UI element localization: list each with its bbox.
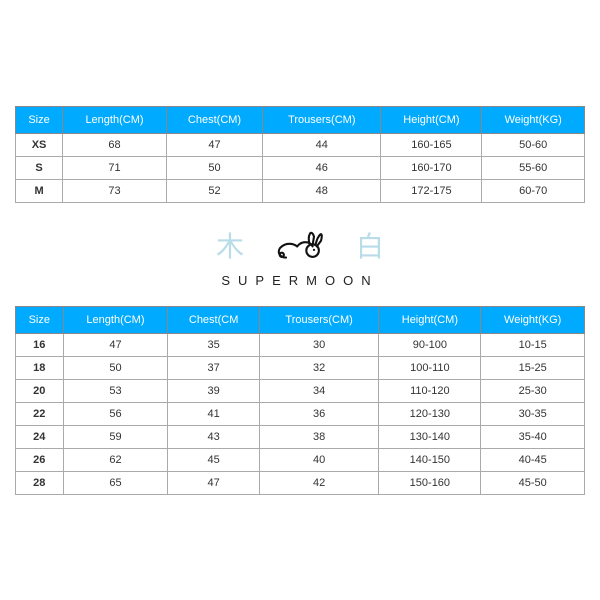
table-cell: XS bbox=[16, 133, 63, 156]
col-size: Size bbox=[16, 306, 64, 333]
table-cell: 46 bbox=[263, 156, 381, 179]
table-cell: 50 bbox=[166, 156, 262, 179]
table-cell: 45-50 bbox=[481, 471, 585, 494]
table-cell: 38 bbox=[259, 425, 379, 448]
table-cell: 73 bbox=[63, 179, 167, 202]
table-cell: 140-150 bbox=[379, 448, 481, 471]
table-cell: 26 bbox=[16, 448, 64, 471]
table-cell: 130-140 bbox=[379, 425, 481, 448]
table-cell: 60-70 bbox=[482, 179, 585, 202]
table-row: XS684744160-16550-60 bbox=[16, 133, 585, 156]
col-trousers: Trousers(CM) bbox=[263, 106, 381, 133]
table-cell: 47 bbox=[63, 333, 168, 356]
table-cell: 48 bbox=[263, 179, 381, 202]
table-cell: 68 bbox=[63, 133, 167, 156]
brand-chars: 木 白 bbox=[216, 225, 384, 265]
table-cell: 40-45 bbox=[481, 448, 585, 471]
table-cell: 22 bbox=[16, 402, 64, 425]
table-cell: 34 bbox=[259, 379, 379, 402]
table-cell: 20 bbox=[16, 379, 64, 402]
table-cell: 50 bbox=[63, 356, 168, 379]
table-cell: 36 bbox=[259, 402, 379, 425]
adult-size-table: Size Length(CM) Chest(CM) Trousers(CM) H… bbox=[15, 106, 585, 203]
table-cell: 55-60 bbox=[482, 156, 585, 179]
table-cell: 53 bbox=[63, 379, 168, 402]
table-cell: 39 bbox=[168, 379, 259, 402]
table-cell: 47 bbox=[168, 471, 259, 494]
table-row: S715046160-17055-60 bbox=[16, 156, 585, 179]
table-cell: 30-35 bbox=[481, 402, 585, 425]
table-cell: 43 bbox=[168, 425, 259, 448]
brand-name: SUPERMOON bbox=[221, 273, 378, 288]
table-cell: 71 bbox=[63, 156, 167, 179]
table-cell: 42 bbox=[259, 471, 379, 494]
table-cell: 16 bbox=[16, 333, 64, 356]
table-row: 28654742150-16045-50 bbox=[16, 471, 585, 494]
kids-size-tbody: 1647353090-10010-1518503732100-11015-252… bbox=[16, 333, 585, 494]
table-cell: 52 bbox=[166, 179, 262, 202]
table-cell: 15-25 bbox=[481, 356, 585, 379]
kids-size-table: Size Length(CM) Chest(CM Trousers(CM) He… bbox=[15, 306, 585, 495]
rabbit-icon bbox=[272, 225, 328, 265]
table-cell: 56 bbox=[63, 402, 168, 425]
table-cell: 32 bbox=[259, 356, 379, 379]
col-chest: Chest(CM) bbox=[166, 106, 262, 133]
table-cell: 41 bbox=[168, 402, 259, 425]
col-length: Length(CM) bbox=[63, 306, 168, 333]
table-cell: 18 bbox=[16, 356, 64, 379]
col-chest: Chest(CM bbox=[168, 306, 259, 333]
brand-right-char: 白 bbox=[356, 225, 384, 265]
table-cell: 62 bbox=[63, 448, 168, 471]
table-cell: 28 bbox=[16, 471, 64, 494]
col-height: Height(CM) bbox=[379, 306, 481, 333]
table-cell: 90-100 bbox=[379, 333, 481, 356]
col-size: Size bbox=[16, 106, 63, 133]
table-row: 24594338130-14035-40 bbox=[16, 425, 585, 448]
table-cell: 37 bbox=[168, 356, 259, 379]
table-cell: 24 bbox=[16, 425, 64, 448]
col-trousers: Trousers(CM) bbox=[259, 306, 379, 333]
table-cell: 10-15 bbox=[481, 333, 585, 356]
table-cell: 25-30 bbox=[481, 379, 585, 402]
brand-block: 木 白 SUPERMOON bbox=[15, 225, 585, 288]
table-cell: 45 bbox=[168, 448, 259, 471]
table-row: 1647353090-10010-15 bbox=[16, 333, 585, 356]
col-weight: Weight(KG) bbox=[481, 306, 585, 333]
table-cell: M bbox=[16, 179, 63, 202]
table-cell: 47 bbox=[166, 133, 262, 156]
adult-size-tbody: XS684744160-16550-60S715046160-17055-60M… bbox=[16, 133, 585, 202]
table-cell: 120-130 bbox=[379, 402, 481, 425]
table-cell: 110-120 bbox=[379, 379, 481, 402]
col-height: Height(CM) bbox=[381, 106, 482, 133]
table-row: 22564136120-13030-35 bbox=[16, 402, 585, 425]
table-header-row: Size Length(CM) Chest(CM Trousers(CM) He… bbox=[16, 306, 585, 333]
table-cell: S bbox=[16, 156, 63, 179]
table-row: 18503732100-11015-25 bbox=[16, 356, 585, 379]
table-cell: 172-175 bbox=[381, 179, 482, 202]
table-cell: 35-40 bbox=[481, 425, 585, 448]
table-cell: 100-110 bbox=[379, 356, 481, 379]
table-cell: 30 bbox=[259, 333, 379, 356]
table-cell: 150-160 bbox=[379, 471, 481, 494]
table-cell: 59 bbox=[63, 425, 168, 448]
table-row: 26624540140-15040-45 bbox=[16, 448, 585, 471]
table-cell: 44 bbox=[263, 133, 381, 156]
table-row: M735248172-17560-70 bbox=[16, 179, 585, 202]
brand-left-char: 木 bbox=[216, 225, 244, 265]
table-cell: 65 bbox=[63, 471, 168, 494]
col-length: Length(CM) bbox=[63, 106, 167, 133]
col-weight: Weight(KG) bbox=[482, 106, 585, 133]
table-cell: 160-165 bbox=[381, 133, 482, 156]
table-cell: 40 bbox=[259, 448, 379, 471]
table-row: 20533934110-12025-30 bbox=[16, 379, 585, 402]
table-cell: 35 bbox=[168, 333, 259, 356]
table-header-row: Size Length(CM) Chest(CM) Trousers(CM) H… bbox=[16, 106, 585, 133]
table-cell: 50-60 bbox=[482, 133, 585, 156]
table-cell: 160-170 bbox=[381, 156, 482, 179]
